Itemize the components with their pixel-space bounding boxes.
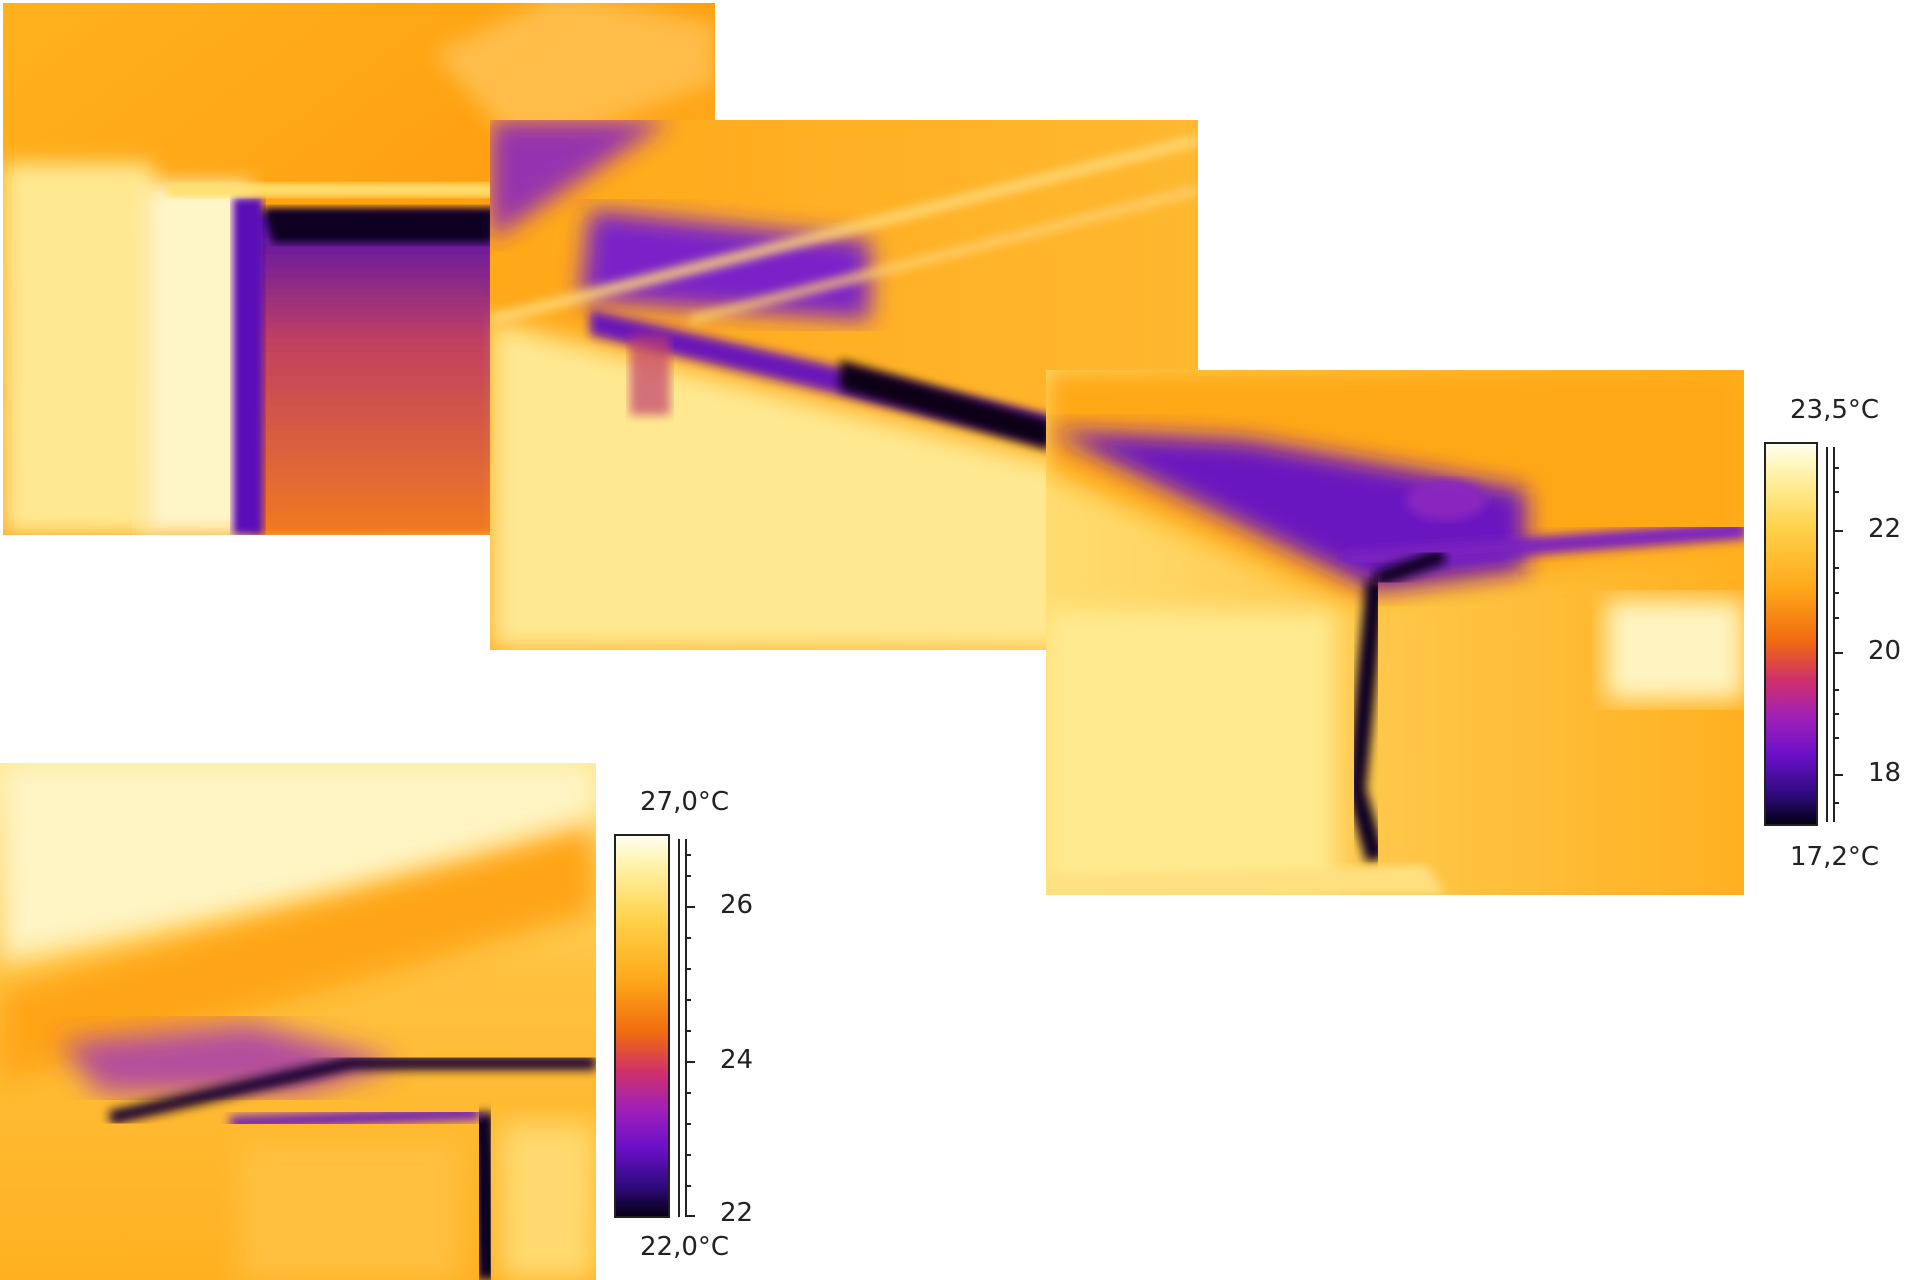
scale-top-axis <box>1826 447 1886 822</box>
scale-top-tick-label: 20 <box>1868 636 1902 666</box>
scale-bottom-max-label: 27,0°C <box>640 787 730 817</box>
scale-bottom-tick-label: 22 <box>720 1198 754 1228</box>
scale-bottom-tick-label: 24 <box>720 1045 754 1075</box>
scale-top-tick-label: 18 <box>1868 758 1902 788</box>
thermal-image-3 <box>1046 370 1744 895</box>
scale-bottom-min-label: 22,0°C <box>640 1232 730 1262</box>
scale-top-tick-label: 22 <box>1868 514 1902 544</box>
scale-top-max-label: 23,5°C <box>1790 395 1880 425</box>
thermal-image-4 <box>0 763 596 1280</box>
scale-bottom-colorbar <box>614 834 670 1218</box>
scale-bottom-axis <box>678 839 738 1217</box>
scale-top-colorbar <box>1764 442 1818 826</box>
scale-top-min-label: 17,2°C <box>1790 842 1880 872</box>
scale-bottom-tick-label: 26 <box>720 890 754 920</box>
